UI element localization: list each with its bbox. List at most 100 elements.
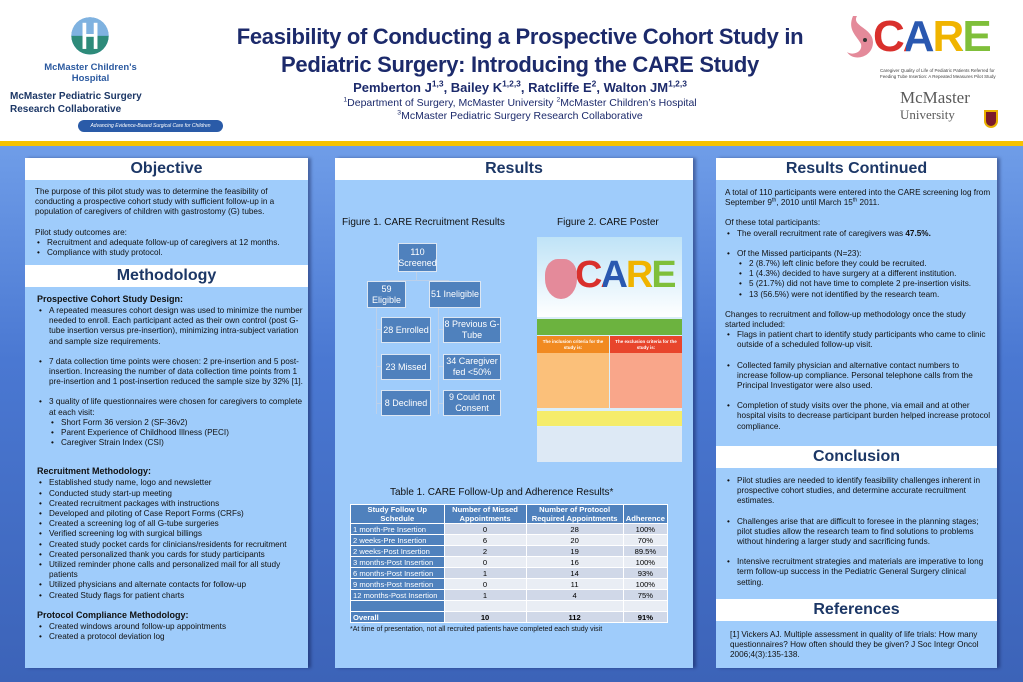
table-row-overall: Overall 10 112 91%: [350, 611, 669, 623]
care-caption: Caregiver Quality of Life of Pediatric P…: [880, 68, 996, 79]
table-cell: 1: [443, 589, 527, 601]
right-column: Results Continued A total of 110 partici…: [716, 158, 997, 668]
table-cell: 0: [443, 556, 527, 568]
figure2-caption: Figure 2. CARE Poster: [557, 217, 659, 228]
column-header: Number of Protocol Required Appointments: [525, 504, 624, 524]
rate-text: The overall recruitment rate of caregive…: [737, 228, 906, 238]
list-item: Pilot studies are needed to identify fea…: [725, 476, 991, 507]
list-item: Recruitment and adequate follow-up of ca…: [35, 238, 303, 248]
table-cell: 3 months-Post Insertion: [350, 556, 445, 568]
table-cell: 1: [443, 567, 527, 579]
references-body: [1] Vickers AJ. Multiple assessment in q…: [730, 630, 992, 661]
poster-inclusion: The inclusion criteria for the study is:: [537, 336, 609, 353]
list-item: 13 (56.5%) were not identified by the re…: [737, 290, 991, 300]
list-item: Collected family physician and alternati…: [725, 361, 991, 392]
flow-ineligible: 51 Ineligible: [429, 281, 481, 308]
table-caption: Table 1. CARE Follow-Up and Adherence Re…: [390, 487, 614, 498]
rate-value: 47.5%.: [905, 228, 931, 238]
text-segment: McMaster Pediatric Surgery Research Coll…: [401, 110, 643, 122]
affiliations-line1: 1Department of Surgery, McMaster Univers…: [200, 97, 840, 109]
affiliations-line2: 3McMaster Pediatric Surgery Research Col…: [200, 110, 840, 122]
table-cell: 12 months-Post Insertion: [350, 589, 445, 601]
protocol-list: Created windows around follow-up appoint…: [37, 622, 303, 643]
column-header: Study Follow Up Schedule: [350, 504, 445, 524]
table-cell: 14: [525, 567, 624, 579]
table-cell: 91%: [622, 611, 669, 623]
results-continued-heading: Results Continued: [716, 158, 997, 180]
design-title: Prospective Cohort Study Design:: [37, 294, 184, 304]
methodology-body: Prospective Cohort Study Design: A repea…: [37, 294, 303, 642]
list-item: Created a protocol deviation log: [37, 632, 303, 642]
poster-title-line2: Pediatric Surgery: Introducing the CARE …: [281, 52, 759, 77]
table-cell: 19: [525, 545, 624, 557]
text-segment: , 2010 until March 15: [776, 198, 853, 208]
design-item: A repeated measures cohort design was us…: [37, 306, 303, 347]
hamilton-health-sciences-logo: [60, 6, 120, 62]
list-item: Created study pocket cards for clinician…: [37, 540, 303, 550]
objective-paragraph: The purpose of this pilot study was to d…: [35, 187, 275, 217]
table-cell: 2 weeks-Pre Insertion: [350, 534, 445, 546]
table-cell: 75%: [622, 589, 669, 601]
poster-exclusion: The exclusion criteria for the study is:: [610, 336, 682, 353]
list-item: 2 (8.7%) left clinic before they could b…: [737, 259, 991, 269]
of-total: Of these total participants:: [725, 218, 821, 228]
table-cell: 112: [525, 611, 624, 623]
table-cell: 89.5%: [622, 545, 669, 557]
table-row: 9 months-Post Insertion 0 11 100%: [350, 578, 669, 590]
stomach-mascot-icon: [847, 16, 873, 58]
changes-list: Flags in patient chart to identify study…: [725, 330, 991, 432]
missed-intro: Of the Missed participants (N=23):: [737, 248, 862, 258]
superscript: 1,2,3: [668, 78, 687, 89]
flow-caregiver-fed: 34 Caregiver fed <50%: [443, 354, 501, 380]
table-row: 6 months-Post Insertion 1 14 93%: [350, 567, 669, 579]
methodology-heading: Methodology: [25, 265, 308, 287]
table-cell: 11: [525, 578, 624, 590]
table-cell: [622, 600, 669, 612]
table-cell: 2 weeks-Post Insertion: [350, 545, 445, 557]
poster-care-wordmark: CARE: [575, 254, 677, 296]
text-segment: McMaster Children’s Hospital: [560, 97, 697, 109]
list-item: Created recruitment packages with instru…: [37, 499, 303, 509]
flow-enrolled: 28 Enrolled: [381, 317, 431, 343]
list-item: Short Form 36 version 2 (SF-36v2): [49, 418, 303, 428]
table-row: 2 weeks-Post Insertion 2 19 89.5%: [350, 545, 669, 557]
objective-body: The purpose of this pilot study was to d…: [35, 187, 303, 258]
missed-item: Of the Missed participants (N=23): 2 (8.…: [725, 249, 991, 300]
table-cell: 9 months-Post Insertion: [350, 578, 445, 590]
list-item: Intensive recruitment strategies and mat…: [725, 557, 991, 588]
superscript: th: [771, 197, 777, 204]
text-segment: Pemberton J: [353, 80, 432, 95]
superscript: th: [852, 197, 858, 204]
table-cell: 6: [443, 534, 527, 546]
text-segment: 2011.: [857, 198, 880, 208]
conclusion-list: Pilot studies are needed to identify fea…: [725, 476, 991, 588]
list-item: Developed and piloting of Case Report Fo…: [37, 509, 303, 519]
recruit-list: Established study name, logo and newslet…: [37, 478, 303, 601]
conclusion-heading: Conclusion: [716, 446, 997, 468]
table-cell: 2: [443, 545, 527, 557]
rate-item: The overall recruitment rate of caregive…: [725, 229, 991, 239]
flow-previous-gtube: 8 Previous G-Tube: [443, 317, 501, 343]
collab-line1: McMaster Pediatric Surgery: [10, 91, 142, 102]
list-item: Flags in patient chart to identify study…: [725, 330, 991, 350]
table-cell: 100%: [622, 556, 669, 568]
table-cell: 0: [443, 578, 527, 590]
superscript: 1,2,3: [502, 78, 521, 89]
superscript: 1: [343, 96, 348, 104]
text-segment: , Ratcliffe E: [520, 80, 592, 95]
superscript: 1,3: [431, 78, 444, 89]
table-cell: [525, 600, 624, 612]
results-intro: A total of 110 participants were entered…: [725, 188, 991, 208]
list-item: Conducted study start-up meeting: [37, 489, 303, 499]
objective-heading: Objective: [25, 158, 308, 180]
table-cell: [350, 600, 445, 612]
table-row: 1 month-Pre Insertion 0 28 100%: [350, 523, 669, 535]
list-item: 1 (4.3%) decided to have surgery at a di…: [737, 269, 991, 279]
care-logo: CARE: [843, 12, 1003, 68]
mcmaster-university-line1: McMaster: [900, 88, 970, 107]
list-item: Created Study flags for patient charts: [37, 591, 303, 601]
results-heading: Results: [335, 158, 693, 180]
table-cell: 4: [525, 589, 624, 601]
list-item: Caregiver Strain Index (CSI): [49, 438, 303, 448]
missed-list: 2 (8.7%) left clinic before they could b…: [737, 259, 991, 300]
